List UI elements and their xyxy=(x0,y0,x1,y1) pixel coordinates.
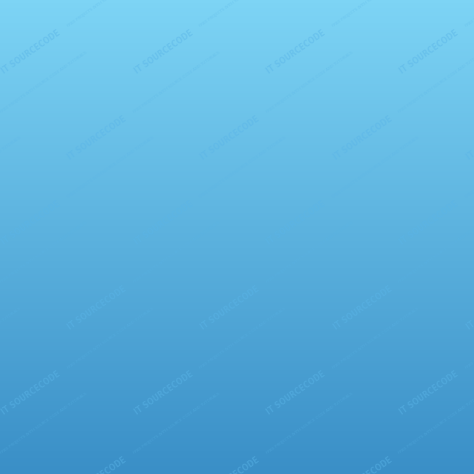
Text: 2.0: 2.0 xyxy=(212,263,229,273)
Text: FREE PROJECTS WITH SOURCE CODE AND TUTORIALS: FREE PROJECTS WITH SOURCE CODE AND TUTOR… xyxy=(398,392,474,455)
Text: Request for Book Topic: Request for Book Topic xyxy=(104,247,228,255)
Text: IT SOURCECODE: IT SOURCECODE xyxy=(66,114,128,161)
Text: FREE PROJECTS WITH SOURCE CODE AND TUTORIALS: FREE PROJECTS WITH SOURCE CODE AND TUTOR… xyxy=(332,306,420,370)
Text: FREE PROJECTS WITH SOURCE CODE AND TUTORIALS: FREE PROJECTS WITH SOURCE CODE AND TUTOR… xyxy=(199,136,287,199)
FancyBboxPatch shape xyxy=(47,163,137,221)
Text: Book: Book xyxy=(141,208,167,217)
Text: FREE PROJECTS WITH SOURCE CODE AND TUTORIALS: FREE PROJECTS WITH SOURCE CODE AND TUTOR… xyxy=(199,0,287,28)
Text: Books: Books xyxy=(294,142,327,151)
Text: IT SOURCECODE: IT SOURCECODE xyxy=(199,284,261,332)
Text: FREE PROJECTS WITH SOURCE CODE AND TUTORIALS: FREE PROJECTS WITH SOURCE CODE AND TUTOR… xyxy=(133,50,221,114)
Text: FREE PROJECTS WITH SOURCE CODE AND TUTORIALS: FREE PROJECTS WITH SOURCE CODE AND TUTOR… xyxy=(0,0,22,28)
Text: FREE PROJECTS WITH SOURCE CODE AND TUTORIALS: FREE PROJECTS WITH SOURCE CODE AND TUTOR… xyxy=(265,221,354,284)
Text: FREE PROJECTS WITH SOURCE CODE AND TUTORIALS: FREE PROJECTS WITH SOURCE CODE AND TUTOR… xyxy=(0,136,22,199)
Text: IT SOURCECODE: IT SOURCECODE xyxy=(0,28,62,76)
Text: FREE PROJECTS WITH SOURCE CODE AND TUTORIALS: FREE PROJECTS WITH SOURCE CODE AND TUTOR… xyxy=(0,392,88,455)
Text: IT SOURCECODE: IT SOURCECODE xyxy=(265,28,328,76)
FancyBboxPatch shape xyxy=(55,269,130,310)
Text: Authors: Authors xyxy=(301,196,344,205)
Text: IT SOURCECODE: IT SOURCECODE xyxy=(465,284,474,332)
Text: IT SOURCECODE: IT SOURCECODE xyxy=(332,284,394,332)
Text: IT SOURCECODE: IT SOURCECODE xyxy=(398,28,460,76)
Text: IT SOURCECODE: IT SOURCECODE xyxy=(332,455,394,474)
Text: Topics: Topics xyxy=(145,260,178,269)
Text: Titles: Titles xyxy=(383,258,418,268)
Text: Library Card: Library Card xyxy=(116,167,182,176)
Text: Books: Books xyxy=(374,341,412,351)
Text: IT SOURCECODE: IT SOURCECODE xyxy=(0,370,62,417)
Text: IT SOURCECODE: IT SOURCECODE xyxy=(133,28,195,76)
Text: FREE PROJECTS WITH SOURCE CODE AND TUTORIALS: FREE PROJECTS WITH SOURCE CODE AND TUTOR… xyxy=(332,0,420,28)
Text: FREE PROJECTS WITH SOURCE CODE AND TUTORIALS: FREE PROJECTS WITH SOURCE CODE AND TUTOR… xyxy=(66,306,155,370)
Text: FREE PROJECTS WITH SOURCE CODE AND TUTORIALS: FREE PROJECTS WITH SOURCE CODE AND TUTOR… xyxy=(0,221,88,284)
Text: FREE PROJECTS WITH SOURCE CODE AND TUTORIALS: FREE PROJECTS WITH SOURCE CODE AND TUTOR… xyxy=(465,136,474,199)
Text: Book Delivery: Book Delivery xyxy=(177,197,264,207)
Text: List of Topics: List of Topics xyxy=(52,284,133,294)
Text: FREE PROJECTS WITH SOURCE CODE AND TUTORIALS: FREE PROJECTS WITH SOURCE CODE AND TUTOR… xyxy=(265,392,354,455)
Text: FREE PROJECTS WITH SOURCE CODE AND TUTORIALS: FREE PROJECTS WITH SOURCE CODE AND TUTOR… xyxy=(465,0,474,28)
FancyBboxPatch shape xyxy=(171,148,270,231)
Text: FREE PROJECTS WITH SOURCE CODE AND TUTORIALS: FREE PROJECTS WITH SOURCE CODE AND TUTOR… xyxy=(133,221,221,284)
Text: FREE PROJECTS WITH SOURCE CODE AND TUTORIALS: FREE PROJECTS WITH SOURCE CODE AND TUTOR… xyxy=(133,392,221,455)
Text: IT SOURCECODE: IT SOURCECODE xyxy=(265,370,328,417)
Text: FREE PROJECTS WITH SOURCE CODE AND TUTORIALS: FREE PROJECTS WITH SOURCE CODE AND TUTOR… xyxy=(398,221,474,284)
Text: FREE PROJECTS WITH SOURCE CODE AND TUTORIALS: FREE PROJECTS WITH SOURCE CODE AND TUTOR… xyxy=(66,136,155,199)
Text: Topic Search: Topic Search xyxy=(181,296,260,306)
Text: IT SOURCECODE: IT SOURCECODE xyxy=(0,199,62,246)
Text: FREE PROJECTS WITH SOURCE CODE AND TUTORIALS: FREE PROJECTS WITH SOURCE CODE AND TUTOR… xyxy=(398,50,474,114)
FancyBboxPatch shape xyxy=(370,246,431,281)
Text: IT SOURCECODE: IT SOURCECODE xyxy=(133,199,195,246)
Text: FREE PROJECTS WITH SOURCE CODE AND TUTORIALS: FREE PROJECTS WITH SOURCE CODE AND TUTOR… xyxy=(199,306,287,370)
Text: Authors: Authors xyxy=(376,206,425,216)
Text: FREE PROJECTS WITH SOURCE CODE AND TUTORIALS: FREE PROJECTS WITH SOURCE CODE AND TUTOR… xyxy=(332,136,420,199)
Text: IT SOURCECODE: IT SOURCECODE xyxy=(133,370,195,417)
Text: IT SOURCECODE: IT SOURCECODE xyxy=(199,455,261,474)
FancyBboxPatch shape xyxy=(360,138,436,174)
Text: IT SOURCECODE: IT SOURCECODE xyxy=(199,114,261,161)
FancyBboxPatch shape xyxy=(171,247,270,331)
Text: IT SOURCECODE: IT SOURCECODE xyxy=(465,114,474,161)
FancyBboxPatch shape xyxy=(370,193,431,228)
Text: 1.0: 1.0 xyxy=(212,164,229,173)
Text: FREE PROJECTS WITH SOURCE CODE AND TUTORIALS: FREE PROJECTS WITH SOURCE CODE AND TUTOR… xyxy=(0,306,22,370)
Text: FREE PROJECTS WITH SOURCE CODE AND TUTORIALS: FREE PROJECTS WITH SOURCE CODE AND TUTOR… xyxy=(465,306,474,370)
Text: FREE PROJECTS WITH SOURCE CODE AND TUTORIALS: FREE PROJECTS WITH SOURCE CODE AND TUTOR… xyxy=(66,0,155,28)
Text: IT SOURCECODE: IT SOURCECODE xyxy=(398,199,460,246)
FancyBboxPatch shape xyxy=(363,328,424,364)
Text: Requested
Books
Information: Requested Books Information xyxy=(274,294,332,324)
Text: Book Shelves: Book Shelves xyxy=(356,151,440,162)
Text: FREE PROJECTS WITH SOURCE CODE AND TUTORIALS: FREE PROJECTS WITH SOURCE CODE AND TUTOR… xyxy=(265,50,354,114)
Text: IT SOURCECODE: IT SOURCECODE xyxy=(332,114,394,161)
Text: IT SOURCECODE: IT SOURCECODE xyxy=(265,199,328,246)
Text: IT SOURCECODE: IT SOURCECODE xyxy=(398,370,460,417)
Text: IT SOURCECODE: IT SOURCECODE xyxy=(66,455,128,474)
Text: Book Request: Book Request xyxy=(99,122,173,131)
Text: FREE PROJECTS WITH SOURCE CODE AND TUTORIALS: FREE PROJECTS WITH SOURCE CODE AND TUTOR… xyxy=(0,50,88,114)
Text: Student: Student xyxy=(68,187,117,197)
Text: Title: Title xyxy=(343,246,367,255)
Text: IT SOURCECODE: IT SOURCECODE xyxy=(66,284,128,332)
Text: IT SOURCECODE: IT SOURCECODE xyxy=(465,455,474,474)
Text: Topics: Topics xyxy=(137,274,170,283)
Text: Reuested Book According to Topic: Reuested Book According to Topic xyxy=(62,263,243,271)
